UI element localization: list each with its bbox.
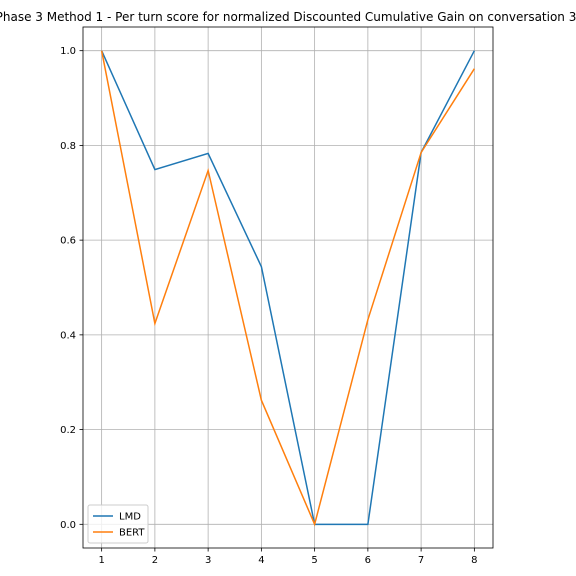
y-tick-label: 0.2 <box>60 425 76 436</box>
legend-label: LMD <box>119 512 141 523</box>
x-tick-label: 5 <box>311 555 317 566</box>
x-tick-label: 2 <box>152 555 158 566</box>
y-tick-label: 0.0 <box>60 520 76 531</box>
x-tick-label: 1 <box>98 555 104 566</box>
x-tick-label: 8 <box>471 555 477 566</box>
series-line <box>100 50 476 526</box>
x-tick-label: 7 <box>418 555 424 566</box>
x-tick-label: 4 <box>258 555 264 566</box>
y-tick-label: 1.0 <box>60 46 76 57</box>
chart-title: Phase 3 Method 1 - Per turn score for no… <box>0 10 576 24</box>
legend-label: BERT <box>119 528 145 539</box>
legend: LMD BERT <box>87 504 149 544</box>
y-tick-label: 0.8 <box>60 141 76 152</box>
y-tick-label: 0.4 <box>60 330 76 341</box>
x-tick-label: 3 <box>205 555 211 566</box>
y-tick-label: 0.6 <box>60 236 76 247</box>
series-line <box>100 50 475 527</box>
x-tick-label: 6 <box>365 555 371 566</box>
legend-box <box>87 504 149 544</box>
plot-frame <box>82 26 494 549</box>
